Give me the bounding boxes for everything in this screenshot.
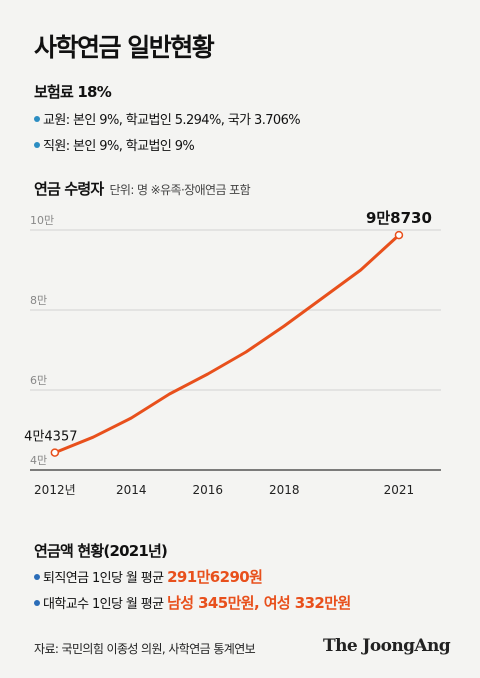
pensioner-line-chart: 4만 6만 8만 10만 2012년 2014 2016 2018 2021 4만4357 9만87… bbox=[24, 210, 441, 497]
bullet-dot-icon bbox=[34, 574, 40, 580]
x-tick-label: 2016 bbox=[193, 483, 224, 497]
end-point bbox=[394, 230, 404, 240]
bullet-dot-icon bbox=[34, 116, 40, 122]
bullet-dot-icon bbox=[34, 142, 40, 148]
end-value-label: 9만8730 bbox=[366, 210, 432, 227]
y-tick-label: 4만 bbox=[30, 454, 47, 467]
page-title: 사학연금 일반현황 bbox=[34, 33, 215, 62]
chart-unit-note: 단위: 명 ※유족·장애연금 포함 bbox=[109, 183, 251, 197]
insurance-item: 교원: 본인 9%, 학교법인 5.294%, 국가 3.706% bbox=[34, 109, 301, 128]
chart-heading: 연금 수령자 단위: 명 ※유족·장애연금 포함 bbox=[34, 180, 251, 198]
professor-pension-value: 남성 345만원, 여성 332만원 bbox=[167, 594, 351, 612]
series-line bbox=[53, 233, 401, 455]
x-tick-label: 2014 bbox=[116, 483, 147, 497]
y-tick-label: 10만 bbox=[30, 214, 54, 227]
x-tick-label: 2012년 bbox=[34, 483, 76, 497]
source-note: 자료: 국민의힘 이종성 의원, 사학연금 통계연보 bbox=[34, 642, 256, 656]
amount-heading: 연금액 현황(2021년) bbox=[34, 542, 168, 560]
y-tick-label: 6만 bbox=[30, 374, 47, 387]
retire-pension-value: 291만6290원 bbox=[167, 568, 263, 586]
x-tick-label: 2021 bbox=[384, 483, 415, 497]
publisher-logo: The JoongAng bbox=[323, 636, 451, 656]
bullet-dot-icon bbox=[34, 600, 40, 606]
start-value-label: 4만4357 bbox=[24, 430, 77, 445]
insurance-item: 직원: 본인 9%, 학교법인 9% bbox=[34, 135, 195, 154]
retire-pension-row: 퇴직연금 1인당 월 평균 291만6290원 bbox=[34, 566, 263, 587]
x-tick-label: 2018 bbox=[269, 483, 300, 497]
insurance-heading: 보험료 18% bbox=[34, 83, 112, 101]
y-tick-label: 8만 bbox=[30, 294, 47, 307]
professor-pension-row: 대학교수 1인당 월 평균 남성 345만원, 여성 332만원 bbox=[34, 592, 351, 613]
start-point bbox=[50, 448, 60, 457]
